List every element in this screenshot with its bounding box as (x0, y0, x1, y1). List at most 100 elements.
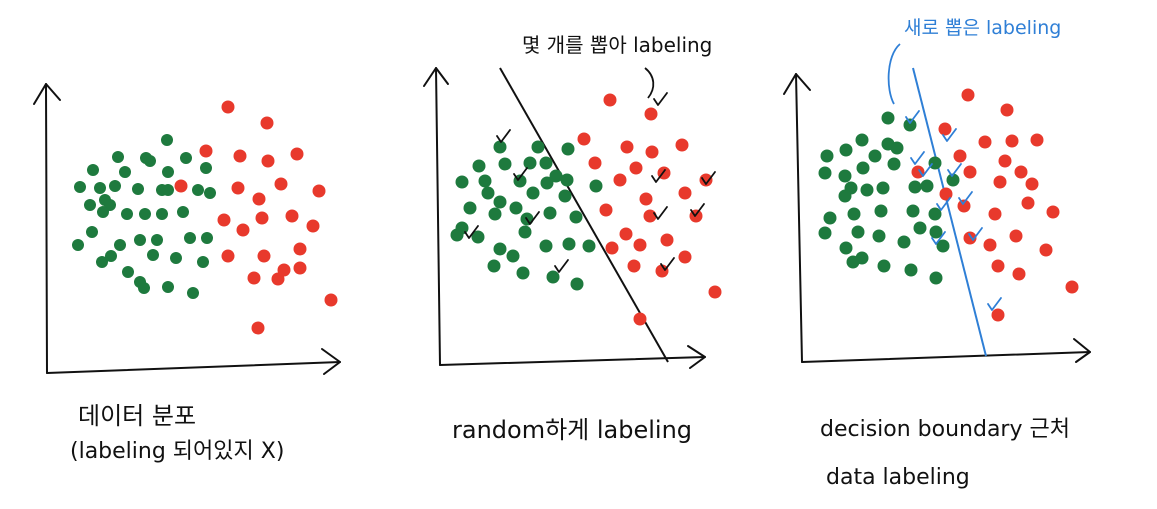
data-point (633, 238, 647, 252)
green-points (450, 140, 603, 291)
data-point (961, 88, 975, 102)
panel-decision-boundary: 새로 뽑은 labeling decision boundary 근처 data… (783, 17, 1091, 490)
green-points (818, 111, 960, 285)
caption-line2: data labeling (826, 465, 970, 490)
check-mark-icon (942, 128, 957, 142)
data-point (708, 285, 722, 299)
data-point (180, 152, 192, 164)
data-point (1021, 196, 1035, 210)
data-point (539, 239, 553, 253)
data-point (988, 207, 1002, 221)
y-axis-arrow-icon (423, 67, 449, 87)
data-point (577, 132, 591, 146)
data-point (255, 211, 269, 225)
annotation-pointer (644, 67, 655, 99)
data-point (546, 270, 560, 284)
check-mark-icon (936, 197, 951, 211)
data-point (471, 230, 485, 244)
data-point (589, 179, 603, 193)
data-point (231, 181, 245, 195)
data-point (877, 259, 891, 273)
data-point (251, 321, 265, 335)
data-point (192, 184, 204, 196)
check-mark-icon (653, 92, 668, 106)
check-mark-icon (660, 257, 675, 271)
data-point (162, 281, 174, 293)
data-point (187, 287, 199, 299)
data-point (991, 259, 1005, 273)
check-mark-icon (525, 211, 540, 225)
axes (783, 73, 1091, 363)
data-point (293, 261, 307, 275)
data-point (74, 181, 86, 193)
data-point (306, 219, 320, 233)
data-point (109, 180, 121, 192)
data-point (84, 199, 96, 211)
data-point (699, 173, 713, 187)
data-point (170, 252, 182, 264)
check-mark-icon (931, 231, 946, 245)
data-point (1009, 229, 1023, 243)
data-point (151, 234, 163, 246)
data-point (569, 210, 583, 224)
data-point (472, 159, 486, 173)
data-point (162, 166, 174, 178)
data-point (890, 141, 904, 155)
data-point (911, 165, 925, 179)
caption-line1: decision boundary 근처 (820, 417, 1070, 442)
red-points (911, 88, 1079, 322)
data-point (818, 166, 832, 180)
data-point (506, 249, 520, 263)
data-point (818, 226, 832, 240)
data-point (162, 184, 174, 196)
data-point (963, 165, 977, 179)
x-axis-arrow-icon (687, 345, 706, 369)
data-point (881, 111, 895, 125)
data-point (978, 135, 992, 149)
data-point (874, 204, 888, 218)
red-points (174, 100, 338, 335)
check-mark-icon (496, 129, 511, 143)
data-point (174, 179, 188, 193)
data-point (675, 138, 689, 152)
data-point (161, 134, 173, 146)
check-mark-icon (651, 169, 666, 183)
data-point (144, 155, 156, 167)
data-point (939, 187, 953, 201)
annotation-text: 새로 뽑은 labeling (904, 17, 1061, 39)
y-axis-arrow-icon (33, 83, 61, 105)
data-point (855, 133, 869, 147)
data-point (493, 195, 507, 209)
data-point (983, 238, 997, 252)
data-point (271, 272, 285, 286)
data-point (660, 233, 674, 247)
data-point (261, 154, 275, 168)
data-point (221, 249, 235, 263)
data-point (72, 239, 84, 251)
check-marks (464, 92, 716, 273)
data-point (993, 175, 1007, 189)
data-point (217, 213, 231, 227)
data-point (846, 255, 860, 269)
data-point (1014, 165, 1028, 179)
data-point (570, 277, 584, 291)
data-point (112, 151, 124, 163)
data-point (904, 263, 918, 277)
check-mark-icon (464, 225, 479, 239)
data-point (252, 192, 266, 206)
data-point (114, 239, 126, 251)
data-point (132, 183, 144, 195)
data-point (221, 100, 235, 114)
data-point (201, 232, 213, 244)
data-point (121, 208, 133, 220)
data-point (908, 180, 922, 194)
data-point (928, 156, 942, 170)
data-point (678, 250, 692, 264)
caption-line1: 데이터 분포 (78, 402, 196, 430)
data-point (920, 179, 934, 193)
data-point (868, 149, 882, 163)
data-point (1000, 103, 1014, 117)
data-point (1030, 133, 1044, 147)
data-point (838, 189, 852, 203)
data-point (97, 206, 109, 218)
